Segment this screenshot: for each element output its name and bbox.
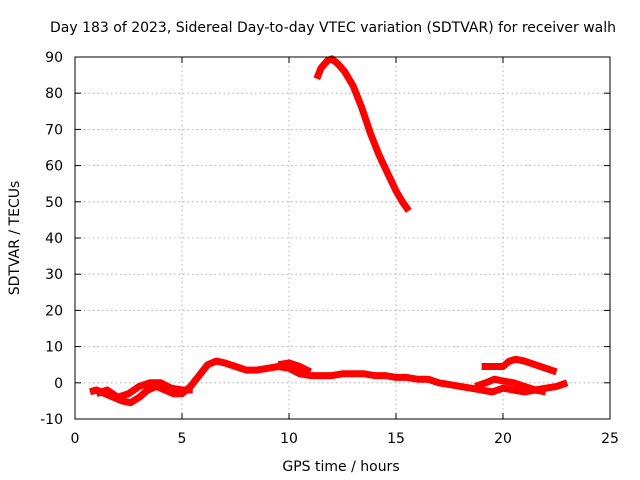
axis-ticks <box>74 56 611 420</box>
series-arc-low-overlap-a <box>95 379 193 401</box>
y-tick-label: 60 <box>45 159 63 175</box>
x-tick-label: 25 <box>601 431 619 447</box>
y-tick-label: 70 <box>45 122 63 138</box>
series-arc-low-overlap-b <box>277 359 312 376</box>
y-tick-label: 90 <box>45 50 63 66</box>
y-tick-label: 30 <box>45 267 63 283</box>
y-tick-label: -10 <box>40 412 63 428</box>
x-tick-label: 20 <box>494 431 512 447</box>
x-axis-label: GPS time / hours <box>282 459 399 475</box>
y-tick-label: 0 <box>54 376 63 392</box>
y-tick-labels: -10 0 10 20 30 40 50 60 70 80 90 <box>40 50 63 428</box>
series-arc-high <box>313 55 412 213</box>
x-tick-label: 0 <box>71 431 80 447</box>
y-tick-label: 40 <box>45 231 63 247</box>
series-arc-low-main <box>89 357 569 407</box>
chart-title: Day 183 of 2023, Sidereal Day-to-day VTE… <box>50 20 616 36</box>
data-series <box>89 55 569 407</box>
x-tick-label: 15 <box>387 431 405 447</box>
y-tick-label: 20 <box>45 303 63 319</box>
x-tick-label: 10 <box>280 431 298 447</box>
y-tick-label: 80 <box>45 86 63 102</box>
y-axis-label: SDTVAR / TECUs <box>7 181 23 296</box>
series-arc-late-low <box>474 375 547 396</box>
x-tick-label: 5 <box>178 431 187 447</box>
x-tick-labels: 0 5 10 15 20 25 <box>71 431 619 447</box>
y-tick-label: 50 <box>45 195 63 211</box>
series-arc-late <box>481 355 558 376</box>
y-tick-label: 10 <box>45 340 63 356</box>
grid-lines <box>75 57 610 419</box>
